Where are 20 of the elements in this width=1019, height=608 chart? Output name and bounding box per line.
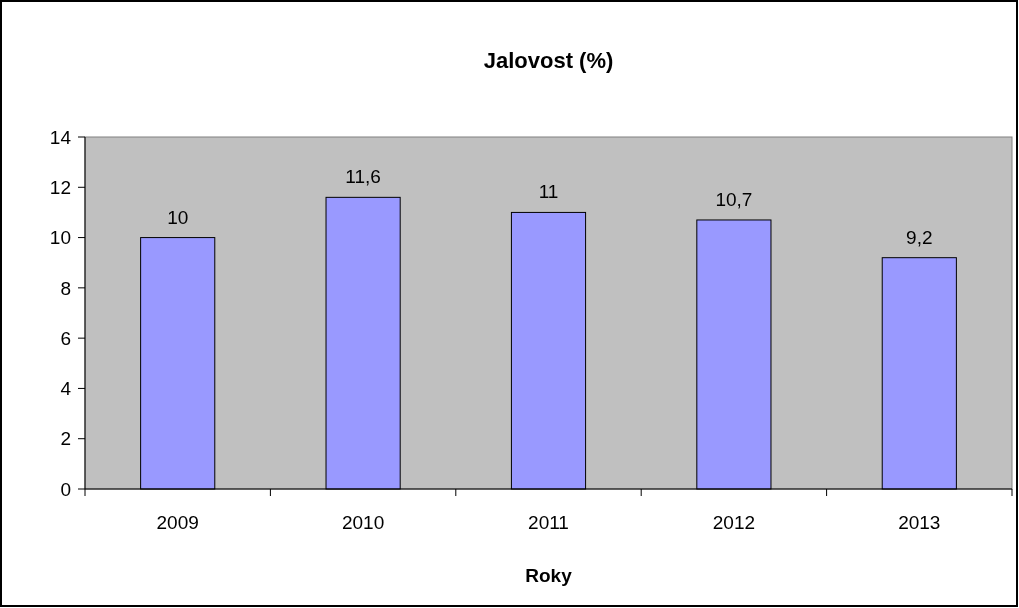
data-label: 9,2 <box>906 226 933 248</box>
y-tick-label: 10 <box>49 227 71 249</box>
data-label: 11,6 <box>345 166 381 188</box>
y-tick-label: 2 <box>60 428 71 450</box>
y-tick-label: 14 <box>49 126 72 148</box>
y-tick-label: 12 <box>49 176 71 198</box>
x-tick-label: 2013 <box>898 512 941 533</box>
data-label: 10,7 <box>715 188 753 210</box>
chart-title: Jalovost (%) <box>483 48 614 73</box>
data-label: 10 <box>167 206 189 228</box>
x-axis-title: Roky <box>525 565 573 586</box>
x-tick-label: 2009 <box>156 512 199 533</box>
x-tick-label: 2010 <box>341 512 385 533</box>
y-tick-label: 4 <box>60 378 72 400</box>
x-tick-label: 2011 <box>528 512 569 533</box>
y-tick-label: 8 <box>60 277 71 299</box>
x-tick-label: 2012 <box>712 512 756 533</box>
y-tick-label: 0 <box>60 478 71 500</box>
y-tick-label: 6 <box>60 327 71 349</box>
data-label: 11 <box>538 181 559 203</box>
